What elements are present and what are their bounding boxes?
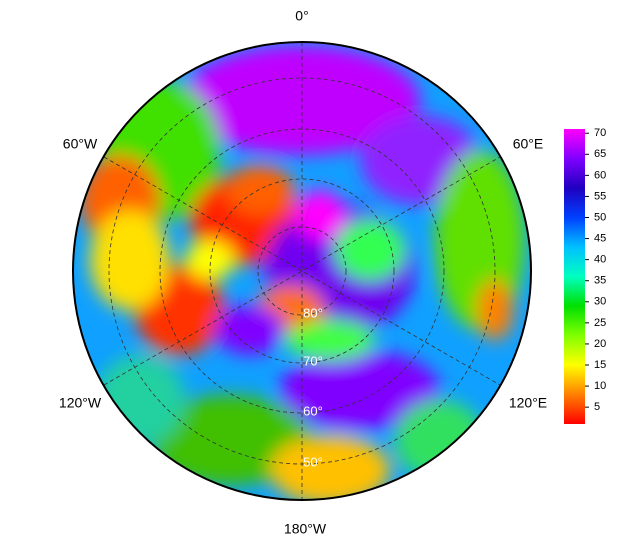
colorbar-tick-label: 40 [594,254,606,266]
colorbar-tick-label: 45 [594,232,606,244]
graticule [103,42,501,500]
colorbar-tick-label: 70 [594,127,606,139]
colorbar-tick-label: 30 [594,296,606,308]
map-border [72,41,532,501]
colorbar-tick-label: 65 [594,148,606,160]
lat-label: 50° [303,454,323,469]
colorbar-tick-label: 10 [594,380,606,392]
lat-label: 60° [303,403,323,418]
lat-label: 80° [303,305,323,320]
colorbar-tick-label: 50 [594,211,606,223]
lat-label: 70° [303,353,323,368]
lon-label: 180°W [284,521,327,537]
colorbar-tick-label: 60 [594,169,606,181]
colorbar-tick-label: 5 [594,401,600,413]
colorbar-tick-label: 25 [594,317,606,329]
lon-label: 60°W [63,136,98,152]
colorbar-tick-label: 35 [594,275,606,287]
lon-label: 60°E [513,136,544,152]
lon-label: 0° [295,8,308,24]
lon-label: 120°W [59,395,102,411]
colorbar-tick-label: 20 [594,338,606,350]
lon-label: 120°E [509,395,547,411]
colorbar-tick-label: 55 [594,190,606,202]
colorbar [564,129,585,424]
data-field [73,42,531,500]
colorbar-tick-label: 15 [594,359,606,371]
